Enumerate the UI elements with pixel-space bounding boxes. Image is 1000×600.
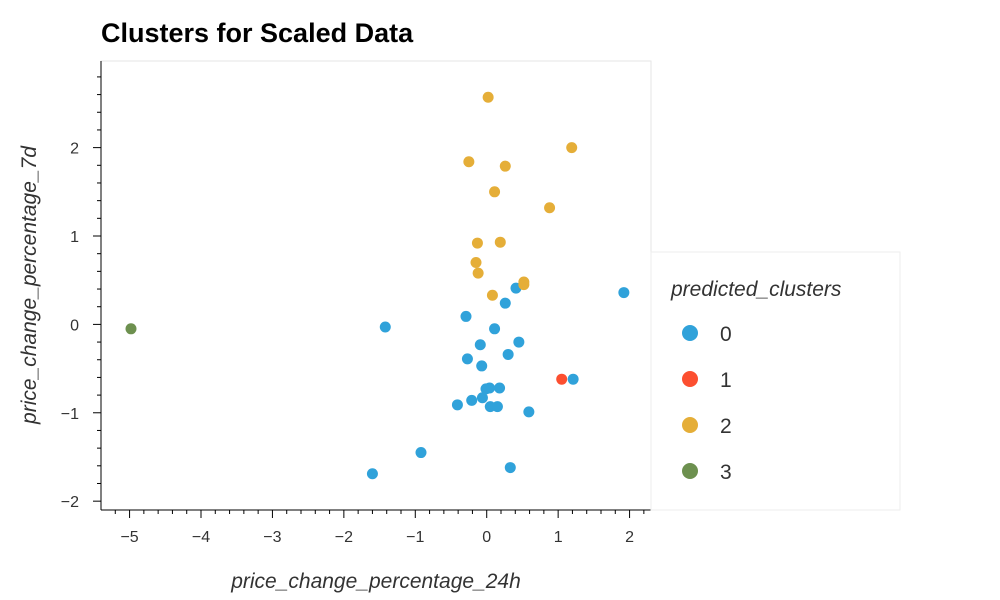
- legend-label-1: 1: [720, 369, 732, 392]
- data-point-cluster-3: [125, 323, 137, 335]
- x-tick-label: −5: [120, 529, 138, 546]
- legend-marker-3: [682, 463, 698, 479]
- x-tick-label: −1: [406, 529, 424, 546]
- data-point-cluster-2: [463, 156, 475, 168]
- legend-marker-1: [682, 371, 698, 387]
- y-tick-label: −2: [61, 494, 79, 511]
- data-point-cluster-2: [470, 257, 482, 269]
- chart-title: Clusters for Scaled Data: [101, 18, 414, 48]
- data-point-cluster-2: [489, 186, 501, 198]
- data-point-cluster-0: [489, 323, 501, 335]
- x-tick-label: −4: [192, 529, 210, 546]
- x-tick-label: 0: [482, 529, 491, 546]
- data-point-cluster-0: [618, 287, 630, 299]
- legend-marker-2: [682, 417, 698, 433]
- x-tick-label: −2: [335, 529, 353, 546]
- data-point-cluster-0: [491, 401, 503, 413]
- data-point-cluster-0: [494, 382, 506, 394]
- data-point-cluster-2: [472, 267, 484, 279]
- x-axis-ticks: −5 −4 −3 −2 −1 0 1 2: [114, 510, 645, 546]
- legend-marker-0: [682, 325, 698, 341]
- data-point-cluster-2: [566, 142, 578, 154]
- data-point-cluster-0: [451, 399, 463, 411]
- data-point-cluster-0: [466, 394, 478, 406]
- legend-entries: 0 1 2 3: [682, 323, 732, 484]
- data-point-cluster-0: [499, 297, 511, 309]
- plot-frame: [100, 60, 652, 511]
- y-tick-label: −1: [61, 406, 79, 423]
- data-point-cluster-2: [471, 237, 483, 249]
- data-point-cluster-0: [415, 447, 427, 459]
- data-point-cluster-0: [567, 373, 579, 385]
- data-point-cluster-2: [494, 236, 506, 248]
- data-point-cluster-2: [499, 160, 511, 172]
- data-point-cluster-0: [461, 353, 473, 365]
- data-point-cluster-0: [513, 336, 525, 348]
- legend-label-2: 2: [720, 415, 732, 438]
- legend: predicted_clusters 0 1 2 3: [650, 251, 901, 511]
- data-point-cluster-0: [379, 321, 391, 333]
- legend-label-3: 3: [720, 461, 732, 484]
- legend-label-0: 0: [720, 323, 732, 346]
- data-point-cluster-0: [366, 468, 378, 480]
- y-tick-label: 0: [70, 317, 79, 334]
- data-point-cluster-0: [504, 462, 516, 474]
- x-tick-label: 2: [625, 529, 634, 546]
- legend-title: predicted_clusters: [670, 278, 842, 301]
- x-tick-label: 1: [554, 529, 563, 546]
- data-point-cluster-0: [476, 360, 488, 372]
- y-axis-label: price_change_percentage_7d: [18, 145, 41, 425]
- x-tick-label: −3: [263, 529, 281, 546]
- y-axis-ticks: −2 −1 0 1 2: [61, 76, 101, 511]
- data-point-cluster-2: [544, 202, 556, 214]
- data-point-cluster-0: [474, 339, 486, 351]
- data-point-cluster-0: [476, 392, 488, 404]
- data-point-cluster-0: [502, 348, 514, 360]
- data-point-cluster-2: [482, 91, 494, 103]
- data-point-cluster-2: [518, 279, 530, 291]
- data-point-cluster-2: [486, 289, 498, 301]
- data-point-cluster-0: [484, 382, 496, 394]
- data-point-cluster-0: [460, 310, 472, 322]
- y-tick-label: 2: [70, 141, 79, 158]
- data-point-cluster-1: [556, 373, 568, 385]
- y-tick-label: 1: [70, 229, 79, 246]
- data-points: [125, 91, 630, 480]
- x-axis-label: price_change_percentage_24h: [230, 570, 521, 593]
- data-point-cluster-0: [523, 406, 535, 418]
